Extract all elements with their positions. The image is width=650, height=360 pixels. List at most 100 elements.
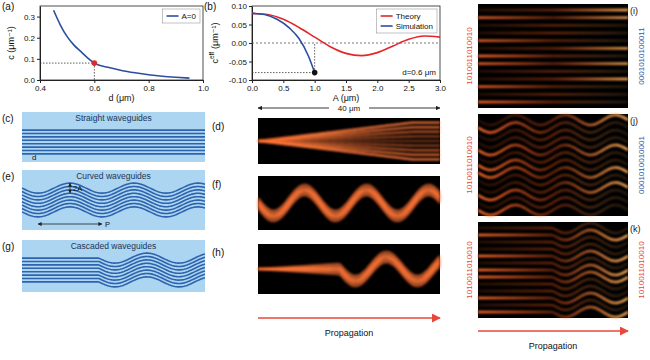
light-beam [478, 286, 628, 296]
light-beam-core [478, 237, 628, 247]
substrate [22, 112, 205, 162]
light-beam-core [478, 115, 628, 125]
x-tick: 2.0 [372, 80, 384, 93]
waveguide [22, 200, 205, 210]
schematic: (g)Cascaded waveguides [2, 240, 205, 292]
waveguide [22, 133, 205, 135]
waveguide [22, 204, 205, 214]
y-axis-title-part: c (μm⁻¹) [6, 26, 16, 59]
y-tick-mark [249, 6, 252, 7]
series-line [252, 13, 315, 72]
beams [478, 223, 628, 317]
x-axis-line [41, 80, 204, 81]
annotation: d=0.6 μm [402, 68, 436, 77]
light-beam-core [258, 127, 440, 141]
guide-line [314, 43, 315, 73]
light-beam [478, 251, 628, 261]
y-tick: 0.10 [231, 2, 252, 11]
y-tick-label: 0.0 [24, 76, 36, 85]
x-tick-label: 2.0 [372, 84, 384, 93]
panel-label: (a) [2, 1, 14, 12]
y-tick-label: 0.10 [231, 2, 247, 11]
light-beam-core [478, 48, 628, 49]
legend-swatch [167, 15, 179, 17]
waveguide [22, 136, 205, 138]
x-tick-mark [149, 80, 150, 83]
y-axis-title: ceff(μm⁻¹) [208, 22, 220, 63]
schematic: (e)Curved waveguides2AP [2, 170, 205, 230]
waveguide [22, 190, 205, 200]
schematic-title: Straight waveguides [75, 113, 152, 123]
light-beam [258, 262, 440, 286]
plot-area [252, 13, 440, 75]
light-beam [258, 132, 440, 141]
x-tick-label: 3.0 [435, 84, 447, 93]
light-beam-core [478, 33, 628, 34]
light-beam-core [478, 198, 628, 208]
light-beam-core [478, 230, 628, 240]
annotation: P [105, 220, 110, 229]
y-tick-label: 0.05 [231, 21, 247, 30]
light-beam [478, 47, 628, 49]
scale-bar-arrow [369, 108, 440, 109]
x-axis: 0.00.51.01.52.02.53.0 [247, 80, 447, 93]
light-beam-core [258, 141, 440, 159]
x-tick-mark [283, 80, 284, 83]
light-beam-core [478, 25, 628, 26]
annotation: d [32, 153, 36, 162]
x-tick: 0.6 [89, 80, 101, 93]
light-beam [258, 123, 440, 141]
y-axis-title-unit: (μm⁻¹) [210, 22, 220, 48]
propagation-label: Propagation [325, 328, 374, 338]
period-arrow [70, 224, 102, 225]
y-tick-label: -0.10 [229, 76, 248, 85]
x-tick: 1.0 [198, 80, 210, 93]
waveguide [22, 183, 205, 193]
y-axis: 0.00.10.20.3 [24, 7, 41, 86]
scale-bar-arrow [258, 108, 329, 109]
light-beam [478, 175, 628, 185]
light-beam [478, 205, 628, 215]
light-beam-core [478, 40, 628, 41]
output-bits: 1010011010010 [637, 241, 646, 299]
light-beam [478, 307, 628, 317]
propagation-image: (f) [212, 176, 440, 230]
light-beam [478, 168, 628, 178]
y-tick: 0.05 [231, 21, 252, 30]
y-tick: 0.3 [24, 13, 40, 22]
image-background [478, 114, 628, 216]
light-beam [478, 237, 628, 247]
guide-line [252, 72, 315, 73]
legend: TheorySimulation [377, 9, 437, 33]
output-bits: 0001010010001 [637, 136, 646, 194]
light-beam [478, 244, 628, 254]
light-beam [478, 190, 628, 200]
waveguide [22, 140, 205, 142]
x-tick-label: 2.5 [404, 84, 416, 93]
waveguide [22, 207, 205, 217]
y-tick-label: 0.00 [231, 39, 247, 48]
x-tick-mark [409, 80, 410, 83]
light-beam-core [258, 195, 440, 221]
light-beam-core [478, 286, 628, 296]
x-tick-mark [94, 80, 95, 83]
light-beam [478, 55, 628, 57]
light-beam [478, 145, 628, 155]
guide-line [40, 63, 94, 64]
beams [258, 252, 440, 286]
light-beam-core [478, 265, 628, 275]
panel-label: (g) [2, 241, 14, 252]
x-tick: 2.5 [404, 80, 416, 93]
image-background [258, 118, 440, 164]
light-beam [478, 300, 628, 310]
light-beam-core [258, 254, 440, 278]
light-beam [258, 195, 440, 221]
y-tick-mark [249, 80, 252, 81]
light-beam [478, 138, 628, 148]
light-beam [258, 141, 440, 159]
x-axis-title: A (μm) [333, 93, 360, 103]
light-beam-core [478, 293, 628, 303]
waveguide [22, 197, 205, 207]
y-axis-line [40, 7, 41, 81]
y-tick-mark [249, 25, 252, 26]
